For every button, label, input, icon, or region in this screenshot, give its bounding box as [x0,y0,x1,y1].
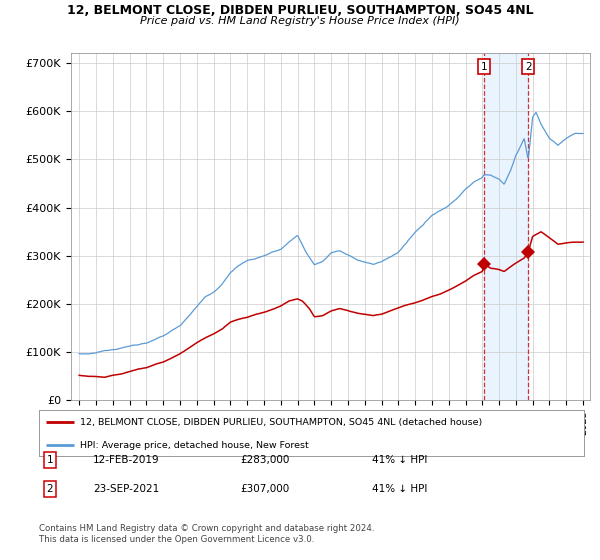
Text: £283,000: £283,000 [240,455,289,465]
Text: 12, BELMONT CLOSE, DIBDEN PURLIEU, SOUTHAMPTON, SO45 4NL (detached house): 12, BELMONT CLOSE, DIBDEN PURLIEU, SOUTH… [80,418,482,427]
Text: 1: 1 [46,455,53,465]
Text: 2: 2 [46,484,53,494]
Text: Contains HM Land Registry data © Crown copyright and database right 2024.
This d: Contains HM Land Registry data © Crown c… [39,524,374,544]
Bar [484,53,528,400]
Text: 12-FEB-2019: 12-FEB-2019 [93,455,160,465]
Text: £307,000: £307,000 [240,484,289,494]
Text: 41% ↓ HPI: 41% ↓ HPI [372,484,427,494]
Text: 41% ↓ HPI: 41% ↓ HPI [372,455,427,465]
Text: HPI: Average price, detached house, New Forest: HPI: Average price, detached house, New … [80,441,308,450]
Text: 23-SEP-2021: 23-SEP-2021 [93,484,159,494]
Text: 12, BELMONT CLOSE, DIBDEN PURLIEU, SOUTHAMPTON, SO45 4NL: 12, BELMONT CLOSE, DIBDEN PURLIEU, SOUTH… [67,4,533,17]
Text: 1: 1 [481,62,488,72]
Text: 2: 2 [525,62,532,72]
Text: Price paid vs. HM Land Registry's House Price Index (HPI): Price paid vs. HM Land Registry's House … [140,16,460,26]
